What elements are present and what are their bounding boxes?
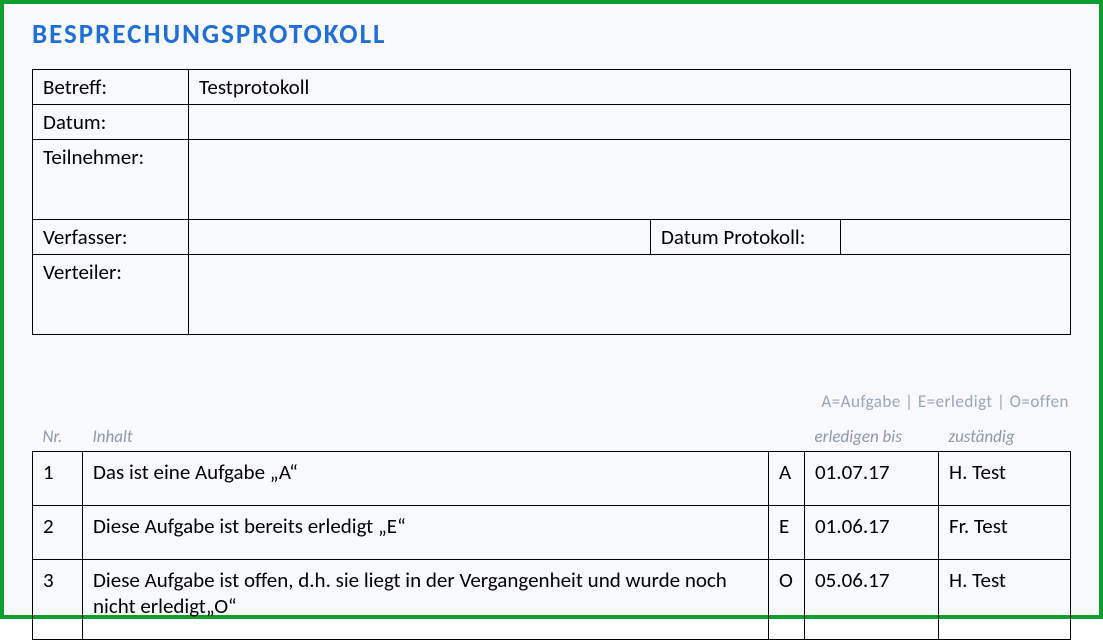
item-type: A — [769, 452, 805, 506]
meta-value-verfasser — [189, 220, 651, 255]
item-type: E — [769, 506, 805, 560]
items-row: 1 Das ist eine Aufgabe „A“ A 01.07.17 H.… — [33, 452, 1071, 506]
metadata-table: Betreff: Testprotokoll Datum: Teilnehmer… — [32, 69, 1071, 335]
items-table-body: 1 Das ist eine Aufgabe „A“ A 01.07.17 H.… — [33, 452, 1071, 640]
item-nr: 2 — [33, 506, 83, 560]
col-header-erledigen-bis: erledigen bis — [805, 422, 939, 452]
col-header-type — [769, 422, 805, 452]
meta-value-datum-protokoll — [841, 220, 1071, 255]
items-table: Nr. Inhalt erledigen bis zuständig 1 Das… — [32, 422, 1071, 640]
meta-row-teilnehmer: Teilnehmer: — [33, 140, 1071, 220]
item-nr: 3 — [33, 560, 83, 640]
meta-value-betreff: Testprotokoll — [189, 70, 1071, 105]
meta-value-datum — [189, 105, 1071, 140]
meta-label-teilnehmer: Teilnehmer: — [33, 140, 189, 220]
item-inhalt: Diese Aufgabe ist bereits erledigt „E“ — [83, 506, 769, 560]
item-inhalt: Diese Aufgabe ist offen, d.h. sie liegt … — [83, 560, 769, 640]
col-header-nr: Nr. — [33, 422, 83, 452]
item-erledigen-bis: 01.06.17 — [805, 506, 939, 560]
item-type: O — [769, 560, 805, 640]
items-row: 2 Diese Aufgabe ist bereits erledigt „E“… — [33, 506, 1071, 560]
meta-row-verteiler: Verteiler: — [33, 255, 1071, 335]
item-erledigen-bis: 01.07.17 — [805, 452, 939, 506]
meta-label-verteiler: Verteiler: — [33, 255, 189, 335]
item-erledigen-bis: 05.06.17 — [805, 560, 939, 640]
meta-label-verfasser: Verfasser: — [33, 220, 189, 255]
item-zustaendig: H. Test — [939, 560, 1071, 640]
col-header-zustaendig: zuständig — [939, 422, 1071, 452]
document-title: BESPRECHUNGSPROTOKOLL — [32, 18, 1071, 51]
item-zustaendig: H. Test — [939, 452, 1071, 506]
meta-row-betreff: Betreff: Testprotokoll — [33, 70, 1071, 105]
meta-value-verteiler — [189, 255, 1071, 335]
meta-value-teilnehmer — [189, 140, 1071, 220]
status-legend: A=Aufgabe | E=erledigt | O=offen — [32, 391, 1071, 412]
item-inhalt: Das ist eine Aufgabe „A“ — [83, 452, 769, 506]
meta-label-datum-protokoll: Datum Protokoll: — [651, 220, 841, 255]
document-page: BESPRECHUNGSPROTOKOLL Betreff: Testproto… — [4, 4, 1099, 615]
item-zustaendig: Fr. Test — [939, 506, 1071, 560]
items-row: 3 Diese Aufgabe ist offen, d.h. sie lieg… — [33, 560, 1071, 640]
col-header-inhalt: Inhalt — [83, 422, 769, 452]
meta-row-verfasser: Verfasser: Datum Protokoll: — [33, 220, 1071, 255]
meta-label-datum: Datum: — [33, 105, 189, 140]
item-nr: 1 — [33, 452, 83, 506]
meta-label-betreff: Betreff: — [33, 70, 189, 105]
items-table-head: Nr. Inhalt erledigen bis zuständig — [33, 422, 1071, 452]
meta-row-datum: Datum: — [33, 105, 1071, 140]
